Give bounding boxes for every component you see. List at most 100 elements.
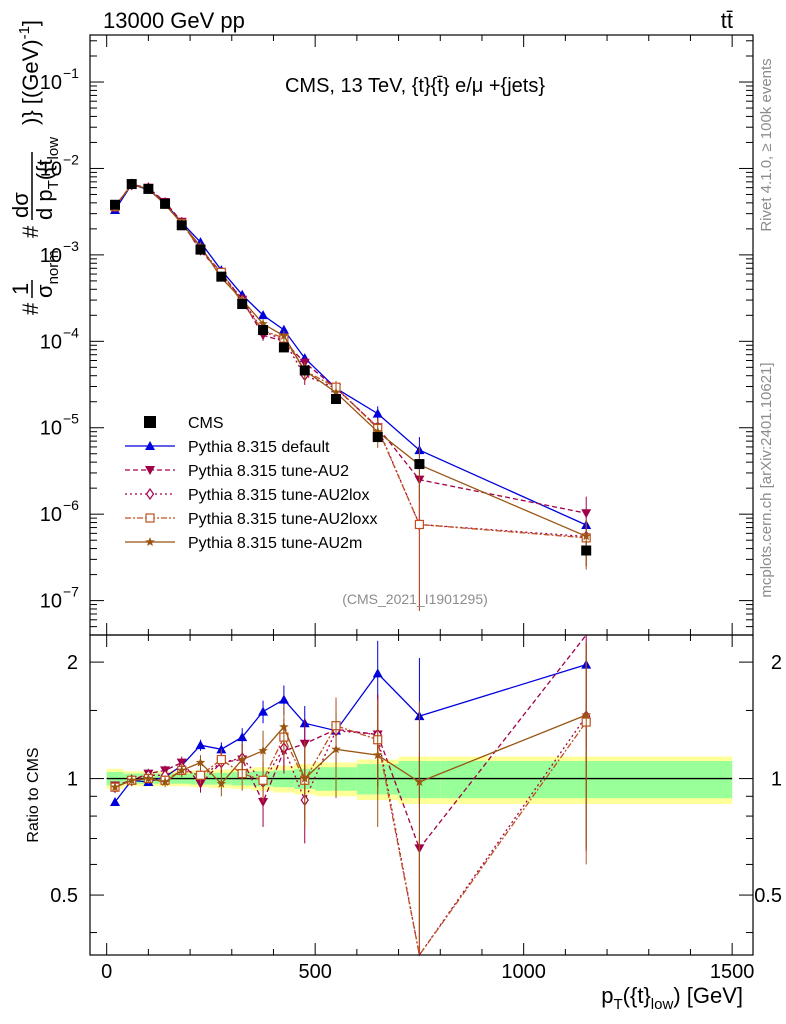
ratio-point	[216, 778, 227, 788]
ratio-y-tick-label-right: 2	[771, 652, 782, 674]
legend-marker	[144, 416, 156, 428]
x-tick-label: 1000	[501, 961, 546, 983]
legend: CMS Pythia 8.315 default Pythia 8.315 tune…	[125, 415, 377, 552]
legend-entry: Pythia 8.315 tune-AU2m	[125, 535, 362, 552]
ratio-point	[143, 773, 154, 783]
y-tick-exponent: −1	[63, 65, 79, 81]
ratio-series-4	[110, 641, 591, 942]
ratio-point	[373, 750, 383, 760]
ratio-y-tick-label-right: 0.5	[754, 885, 782, 907]
data-point	[258, 310, 269, 320]
ylabel-one: 1	[8, 283, 33, 295]
ratio-point	[237, 732, 248, 742]
data-point	[195, 244, 206, 255]
y-tick-label: 10	[40, 331, 62, 353]
legend-marker	[145, 513, 155, 523]
ylabel-t: ({t	[32, 159, 57, 180]
legend-entry: Pythia 8.315 tune-AU2loxx	[125, 511, 377, 528]
data-point	[143, 183, 154, 194]
data-point	[581, 509, 592, 519]
legend-label: Pythia 8.315 tune-AU2lox	[188, 487, 369, 504]
ratio-line	[114, 634, 587, 850]
ratio-point	[237, 754, 247, 764]
ratio-point	[126, 775, 137, 785]
series-line	[114, 183, 587, 514]
legend-entry: Pythia 8.315 tune-AU2lox	[125, 487, 369, 504]
y-tick-label: 10	[40, 245, 62, 267]
legend-marker	[145, 487, 155, 501]
ylabel-sigma: σ	[32, 284, 57, 298]
y-tick-label: 10	[40, 504, 62, 526]
ratio-y-axis-label: Ratio to CMS	[25, 747, 42, 842]
data-point	[176, 220, 187, 231]
ylabel-close: )} [(GeV)	[18, 39, 43, 125]
series-line	[114, 183, 587, 538]
ratio-point	[160, 777, 170, 786]
data-point	[372, 432, 383, 443]
y-tick-exponent: −7	[63, 584, 79, 600]
svg-text:σnorm: σnorm	[32, 250, 62, 298]
data-point	[258, 318, 268, 328]
legend-label: CMS	[188, 415, 224, 432]
ratio-point	[110, 782, 120, 792]
ratio-point	[581, 710, 591, 719]
data-point	[110, 199, 121, 210]
ratio-y-tick-label: 1	[67, 769, 78, 791]
ratio-point	[195, 770, 206, 780]
ratio-y-tick-label: 0.5	[50, 885, 78, 907]
data-point	[414, 519, 425, 530]
ylabel-T: T	[45, 180, 62, 189]
x-tick-label: 0	[101, 961, 112, 983]
ratio-line	[114, 715, 587, 957]
data-point	[279, 330, 289, 340]
mcplots-source-label: mcplots.cern.ch [arXiv:2401.10621]	[758, 362, 775, 597]
data-point	[160, 198, 171, 209]
y-tick-exponent: −6	[63, 497, 79, 513]
x-axis-label: pT({t}low) [GeV]	[601, 983, 743, 1013]
ratio-point	[195, 757, 206, 767]
series-0	[110, 179, 592, 530]
data-point	[331, 394, 342, 405]
legend-entry: Pythia 8.315 default	[125, 439, 330, 456]
series-line	[114, 183, 587, 537]
xlabel-p: p	[601, 983, 613, 1008]
ratio-panel: 0 500 1000 1500 0.5 0.5 1 1 2 2	[50, 634, 782, 983]
ratio-y-tick-label-right: 1	[771, 769, 782, 791]
ratio-point	[414, 777, 425, 786]
data-point	[278, 324, 289, 334]
ratio-point	[278, 694, 289, 704]
ylabel-low: low	[45, 137, 62, 160]
xlabel-mid: ({t}	[623, 983, 651, 1008]
svg-text:)} [(GeV)-1]: )} [(GeV)-1]	[16, 20, 43, 125]
svg-text:d pT({tlow: d pT({tlow	[32, 137, 62, 220]
ratio-point	[177, 765, 187, 775]
ylabel-hash-1: #	[18, 302, 43, 315]
main-panel: 10−710−610−510−410−310−210−1	[40, 35, 753, 636]
legend-marker	[145, 537, 155, 546]
xlabel-end: ) [GeV]	[673, 983, 743, 1008]
data-point	[581, 531, 591, 541]
ratio-point	[258, 775, 268, 785]
legend-entry: CMS	[144, 415, 224, 432]
ylabel-dsigma: dσ	[8, 192, 33, 218]
series-4	[110, 179, 591, 567]
data-point	[331, 387, 341, 397]
data-point	[258, 325, 269, 336]
x-tick-label: 1500	[710, 961, 755, 983]
y-tick-label: 10	[40, 72, 62, 94]
ylabel-dp: d p	[32, 189, 57, 220]
data-point	[372, 408, 383, 418]
ylabel-end: ]	[18, 20, 43, 26]
data-point	[126, 179, 137, 190]
xlabel-T: T	[613, 996, 622, 1013]
ratio-point	[300, 773, 310, 783]
ratio-point	[216, 744, 227, 754]
ratio-point	[331, 744, 341, 754]
ratio-point	[195, 740, 206, 750]
legend-label: Pythia 8.315 default	[188, 439, 330, 456]
ratio-point	[258, 706, 269, 716]
y-tick-label: 10	[40, 591, 62, 613]
ratio-point	[216, 754, 226, 765]
data-point	[373, 426, 383, 436]
